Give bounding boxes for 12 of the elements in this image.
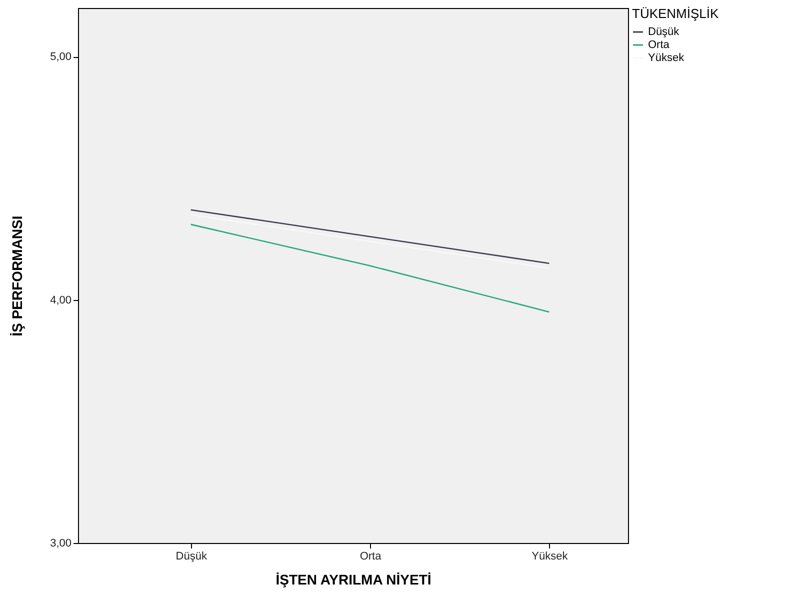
y-tick-label: 4,00: [50, 294, 72, 306]
legend-label: Düşük: [648, 26, 680, 38]
y-tick-label: 5,00: [50, 51, 72, 64]
x-axis-title: İŞTEN AYRILMA NİYETİ: [276, 572, 432, 588]
y-tick-label: 3,00: [50, 538, 72, 550]
legend-label: Orta: [648, 39, 670, 51]
legend-label: Yüksek: [648, 52, 685, 64]
y-axis-title: İŞ PERFORMANSI: [9, 216, 26, 336]
x-tick-label: Orta: [360, 550, 382, 562]
x-tick-label: Yüksek: [532, 550, 568, 562]
x-tick-label: Düşük: [176, 550, 208, 562]
legend-title: TÜKENMİŞLİK: [632, 6, 720, 21]
